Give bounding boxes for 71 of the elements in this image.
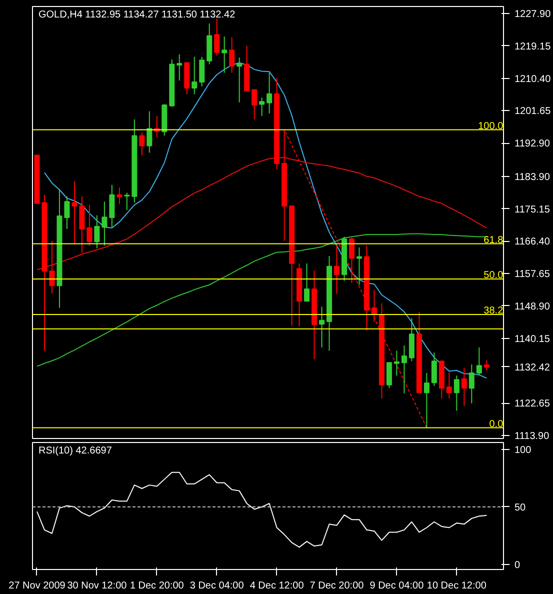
candlestick [94, 214, 100, 249]
candlestick [349, 236, 354, 284]
candlestick [468, 364, 474, 404]
candlestick [236, 57, 242, 103]
candlestick [86, 204, 92, 246]
annotation: 50.0 [484, 270, 504, 281]
candlestick [192, 56, 198, 95]
x-tick-label: 7 Dec 20:00 [310, 580, 364, 592]
candlestick [252, 89, 258, 120]
y-tick-label: 1227.90 [514, 9, 552, 20]
candlestick [401, 345, 407, 394]
y-tick-label: 1219.15 [514, 41, 552, 52]
y-tick-label: 50 [514, 502, 526, 514]
candlestick [139, 132, 145, 156]
candlestick [446, 372, 452, 400]
y-tick-label: 1113.90 [514, 431, 550, 442]
x-tick-label: 3 Dec 04:00 [190, 580, 244, 592]
y-tick-label: 1122.65 [514, 398, 550, 410]
annotation: 61.8 [484, 234, 504, 246]
candlestick [266, 72, 272, 114]
y-tick-label: 1192.90 [514, 138, 550, 150]
candlestick [199, 56, 205, 87]
y-tick-label: 1166.40 [514, 236, 550, 248]
x-tick-label: 30 Nov 12:00 [67, 580, 128, 592]
candlestick [394, 350, 400, 376]
candlestick [79, 196, 85, 254]
candlestick [356, 246, 362, 286]
candlestick [124, 192, 130, 211]
candlestick [431, 352, 437, 386]
y-tick-label: 1140.15 [514, 334, 550, 345]
candlestick [386, 362, 392, 389]
candlestick [102, 201, 108, 246]
annotation: 0.0 [489, 418, 504, 430]
candlestick [214, 18, 220, 56]
candlestick [222, 36, 228, 74]
chart-title: RSI(10) 42.6697 [38, 446, 112, 456]
x-tick-label: 10 Dec 12:00 [426, 580, 487, 592]
candlestick [146, 110, 152, 154]
candlestick [72, 180, 78, 245]
y-tick-label: 1201.65 [514, 106, 552, 118]
candlestick [304, 262, 310, 302]
candlestick [334, 245, 340, 295]
candlestick [454, 375, 460, 412]
y-tick-label: 1210.40 [514, 74, 552, 85]
candlestick [229, 36, 235, 74]
candlestick [408, 318, 414, 362]
y-tick-label: 1183.90 [514, 172, 550, 183]
chart-title: GOLD,H4 1132.95 1134.27 1131.50 1132.42 [38, 10, 236, 20]
x-tick-label: 4 Dec 12:00 [250, 580, 304, 592]
candlestick [484, 360, 490, 371]
candlestick [319, 306, 325, 348]
y-tick-label: 1157.65 [514, 269, 550, 280]
candlestick [259, 97, 265, 117]
candlestick [424, 372, 430, 428]
candlestick [109, 184, 115, 228]
x-tick-label: 9 Dec 04:00 [370, 580, 424, 592]
y-tick-label: 1148.90 [514, 301, 550, 312]
candlestick [49, 240, 55, 294]
y-tick-label: 0 [514, 560, 520, 571]
annotation: 100.0 [478, 120, 504, 132]
y-tick-label: 1175.15 [514, 204, 550, 216]
y-tick-label: 1132.42 [514, 362, 550, 374]
x-tick-label: 1 Dec 20:00 [130, 580, 184, 592]
candlestick [64, 196, 70, 230]
candlestick [176, 54, 182, 82]
annotation: 38.2 [484, 305, 504, 316]
candlestick [116, 187, 122, 205]
y-tick-label: 100 [514, 444, 532, 456]
candlestick [461, 367, 467, 406]
candlestick [476, 346, 482, 375]
x-tick-label: 27 Nov 2009 [8, 580, 66, 592]
